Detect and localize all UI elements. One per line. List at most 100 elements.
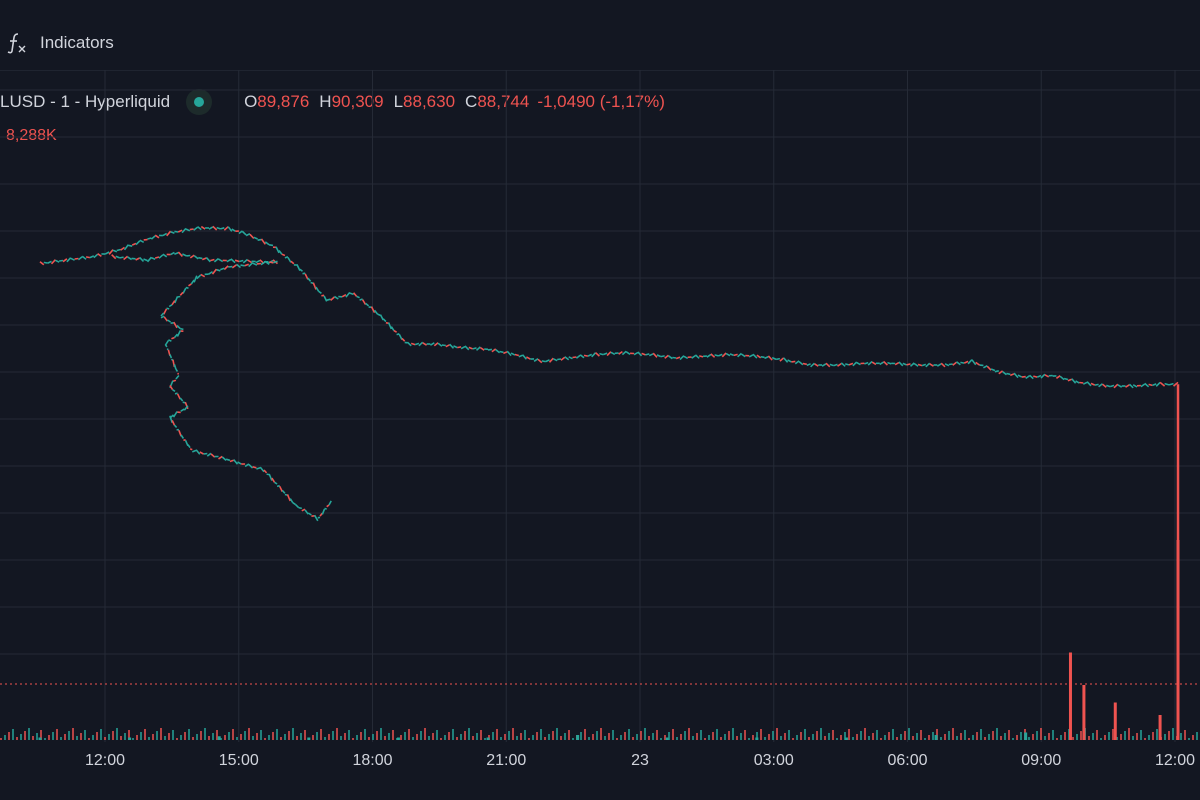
volume-bar bbox=[1132, 736, 1134, 740]
candle bbox=[241, 230, 247, 236]
volume-bar bbox=[852, 737, 854, 740]
candle bbox=[321, 294, 325, 297]
candle bbox=[235, 263, 241, 269]
volume-bar bbox=[307, 737, 311, 740]
candle bbox=[192, 449, 197, 453]
candle bbox=[85, 256, 91, 259]
candle bbox=[200, 225, 206, 230]
candle bbox=[176, 393, 181, 400]
candle bbox=[503, 351, 508, 355]
volume-bar bbox=[452, 729, 454, 740]
volume-bar bbox=[428, 736, 430, 740]
candle bbox=[182, 287, 187, 294]
market-status-icon[interactable] bbox=[186, 89, 213, 115]
candle bbox=[948, 363, 953, 366]
volume-bar bbox=[324, 737, 326, 740]
volume-bar bbox=[908, 728, 910, 740]
candle bbox=[227, 226, 233, 232]
candle bbox=[166, 319, 172, 323]
indicators-button[interactable]: Indicators bbox=[4, 28, 114, 58]
candle bbox=[47, 260, 52, 264]
volume-bar bbox=[1032, 734, 1034, 740]
volume-bar bbox=[444, 735, 446, 740]
volume-bar bbox=[776, 728, 778, 740]
candle bbox=[179, 291, 184, 296]
candle bbox=[887, 361, 892, 365]
volume-bar bbox=[568, 730, 570, 740]
candle bbox=[189, 448, 193, 451]
candle bbox=[111, 254, 117, 260]
candle bbox=[656, 354, 662, 358]
volume-bar bbox=[616, 738, 618, 740]
candle bbox=[944, 363, 950, 367]
volume-bar bbox=[32, 736, 34, 740]
symbol-title[interactable]: LUSD - 1 - Hyperliquid bbox=[0, 92, 171, 111]
candle bbox=[213, 257, 220, 263]
volume-bar bbox=[156, 731, 158, 740]
volume-bar bbox=[1088, 736, 1090, 740]
volume-bar bbox=[936, 729, 938, 740]
candle bbox=[1063, 377, 1069, 381]
volume-bar bbox=[1048, 733, 1050, 740]
candle bbox=[257, 238, 262, 241]
volume-bar bbox=[896, 737, 898, 740]
candle bbox=[568, 356, 573, 360]
time-axis[interactable]: 12:00 15:00 18:00 21:00 23 03:00 06:00 09:00 12:… bbox=[0, 742, 1200, 782]
candle bbox=[245, 232, 251, 237]
volume-bar bbox=[404, 732, 406, 740]
candle bbox=[406, 341, 412, 347]
volume-bar bbox=[1116, 737, 1118, 740]
volume-bar bbox=[580, 732, 582, 740]
candle bbox=[150, 235, 156, 240]
volume-bar bbox=[916, 733, 918, 740]
volume-bar bbox=[136, 735, 138, 740]
candle bbox=[255, 259, 261, 264]
high-value: 90,309 bbox=[331, 92, 384, 111]
candle bbox=[211, 268, 218, 275]
volume-bar bbox=[924, 738, 926, 740]
volume-bar bbox=[1060, 735, 1062, 740]
volume-bar bbox=[212, 733, 214, 740]
candle bbox=[449, 343, 455, 349]
candle bbox=[398, 334, 403, 340]
volume-bar bbox=[552, 731, 554, 740]
volume-bar bbox=[988, 734, 990, 740]
candle bbox=[218, 258, 224, 263]
candle bbox=[1009, 373, 1015, 377]
candle bbox=[975, 361, 981, 366]
volume-bar bbox=[38, 737, 42, 740]
close-key: C bbox=[465, 92, 478, 111]
candle bbox=[187, 444, 191, 449]
volume-bar bbox=[344, 733, 346, 740]
candle bbox=[929, 363, 934, 367]
volume-bar bbox=[944, 734, 946, 740]
open-key: O bbox=[244, 92, 258, 111]
volume-bar bbox=[884, 735, 886, 740]
candle bbox=[135, 240, 141, 246]
volume-bar bbox=[1180, 733, 1182, 740]
candle bbox=[852, 361, 858, 367]
candle bbox=[871, 361, 877, 366]
candle bbox=[252, 262, 258, 266]
candle bbox=[197, 225, 202, 231]
volume-bar bbox=[1020, 732, 1022, 740]
candle bbox=[294, 503, 300, 509]
candle bbox=[301, 508, 306, 512]
candle bbox=[341, 293, 347, 298]
candle bbox=[361, 299, 367, 306]
volume-bar bbox=[772, 731, 774, 740]
price-chart[interactable] bbox=[0, 70, 1200, 742]
candle bbox=[177, 251, 183, 257]
candle bbox=[472, 347, 477, 350]
candle bbox=[281, 253, 286, 257]
candle bbox=[287, 256, 292, 263]
candle bbox=[183, 405, 189, 411]
candle bbox=[264, 241, 270, 246]
volume-bar bbox=[284, 734, 286, 740]
candle bbox=[193, 275, 198, 283]
volume-bar bbox=[800, 732, 802, 740]
volume-bar bbox=[556, 728, 558, 740]
volume-bar bbox=[192, 737, 194, 740]
volume-bar bbox=[632, 737, 634, 740]
candle bbox=[864, 361, 869, 365]
